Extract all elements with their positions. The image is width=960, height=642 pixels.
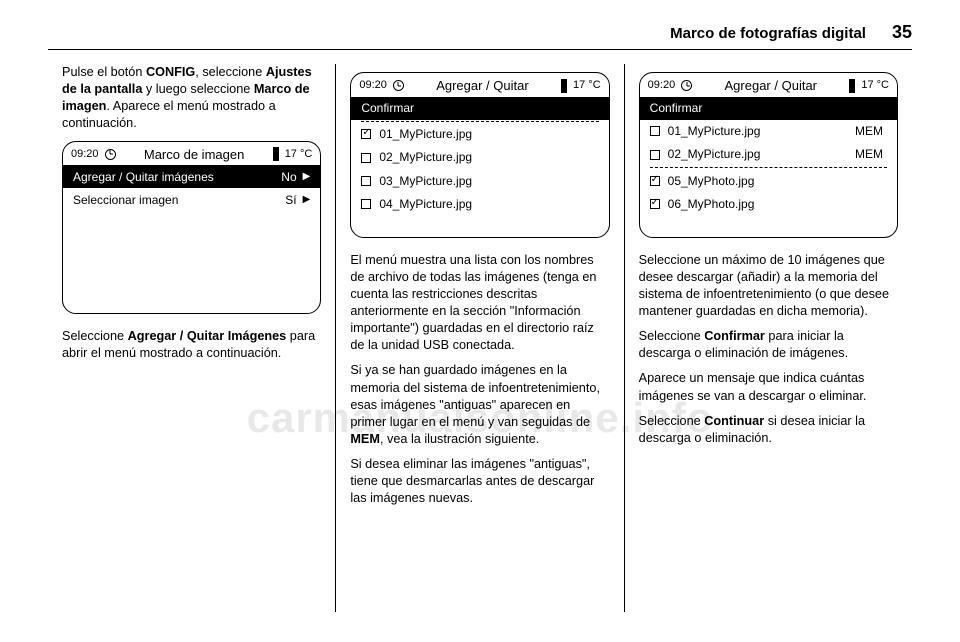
content-columns: Pulse el botón CONFIG, seleccione Ajuste… bbox=[48, 64, 912, 612]
col3-paragraph-1: Seleccione un máximo de 10 imágenes que … bbox=[639, 252, 898, 321]
ss2-topbar: 09:20 Agregar / Quitar 17 °C bbox=[351, 73, 608, 97]
file-list-item: 01_MyPicture.jpg bbox=[351, 123, 608, 146]
col2-paragraph-2: Si ya se han guardado imágenes en la mem… bbox=[350, 362, 609, 448]
col1-paragraph-1: Pulse el botón CONFIG, seleccione Ajuste… bbox=[62, 64, 321, 133]
file-name: 01_MyPicture.jpg bbox=[668, 123, 855, 139]
clock-icon bbox=[105, 149, 116, 160]
column-1: Pulse el botón CONFIG, seleccione Ajuste… bbox=[48, 64, 335, 612]
file-name: 04_MyPicture.jpg bbox=[379, 196, 598, 212]
file-name: 01_MyPicture.jpg bbox=[379, 126, 598, 142]
ss2-title: Agregar / Quitar bbox=[410, 77, 555, 95]
checkbox-icon bbox=[361, 176, 371, 186]
col3-paragraph-2: Seleccione Confirmar para iniciar la des… bbox=[639, 328, 898, 362]
checkbox-icon bbox=[361, 199, 371, 209]
file-name: 03_MyPicture.jpg bbox=[379, 173, 598, 189]
col1-paragraph-2: Seleccione Agregar / Quitar Imágenes par… bbox=[62, 328, 321, 362]
clock-icon bbox=[393, 80, 404, 91]
file-list-item: 04_MyPicture.jpg bbox=[351, 192, 608, 215]
thermometer-icon bbox=[849, 79, 855, 93]
mem-tag: MEM bbox=[855, 146, 887, 162]
screenshot-agregar-quitar-usb: 09:20 Agregar / Quitar 17 °C Confirmar 0… bbox=[350, 72, 609, 238]
ss1-title: Marco de imagen bbox=[122, 146, 267, 164]
thermometer-icon bbox=[561, 79, 567, 93]
col2-paragraph-3: Si desea eliminar las imágenes "antiguas… bbox=[350, 456, 609, 507]
file-list-item: 01_MyPicture.jpgMEM bbox=[640, 120, 897, 143]
file-list-item: 05_MyPhoto.jpg bbox=[640, 169, 897, 192]
ss2-time: 09:20 bbox=[359, 78, 387, 93]
file-list-item: 02_MyPicture.jpgMEM bbox=[640, 143, 897, 166]
header-title: Marco de fotografías digital bbox=[670, 25, 866, 42]
chevron-right-icon: ▶ bbox=[303, 170, 311, 184]
ss1-temp: 17 °C bbox=[285, 147, 313, 162]
file-name: 05_MyPhoto.jpg bbox=[668, 173, 887, 189]
ss1-topbar: 09:20 Marco de imagen 17 °C bbox=[63, 142, 320, 166]
col3-paragraph-3: Aparece un mensaje que indica cuántas im… bbox=[639, 370, 898, 404]
file-list-item: 03_MyPicture.jpg bbox=[351, 169, 608, 192]
file-name: 06_MyPhoto.jpg bbox=[668, 196, 887, 212]
ss3-title: Agregar / Quitar bbox=[698, 77, 843, 95]
mem-tag: MEM bbox=[855, 123, 887, 139]
file-name: 02_MyPicture.jpg bbox=[379, 149, 598, 165]
file-list-item: 06_MyPhoto.jpg bbox=[640, 192, 897, 215]
clock-icon bbox=[681, 80, 692, 91]
ss3-topbar: 09:20 Agregar / Quitar 17 °C bbox=[640, 73, 897, 97]
checkbox-icon bbox=[650, 150, 660, 160]
checkbox-icon bbox=[650, 176, 660, 186]
checkbox-icon bbox=[650, 126, 660, 136]
checkbox-icon bbox=[361, 153, 371, 163]
manual-page: Marco de fotografías digital 35 Pulse el… bbox=[0, 0, 960, 642]
checkbox-icon bbox=[650, 199, 660, 209]
col2-paragraph-1: El menú muestra una lista con los nombre… bbox=[350, 252, 609, 355]
list-divider bbox=[650, 167, 887, 168]
column-3: 09:20 Agregar / Quitar 17 °C Confirmar 0… bbox=[624, 64, 912, 612]
column-2: 09:20 Agregar / Quitar 17 °C Confirmar 0… bbox=[335, 64, 623, 612]
screenshot-marco-de-imagen: 09:20 Marco de imagen 17 °C Agregar / Qu… bbox=[62, 141, 321, 315]
ss3-temp: 17 °C bbox=[861, 78, 889, 93]
ss1-body: Agregar / Quitar imágenes No ▶ Seleccion… bbox=[63, 165, 320, 313]
ss2-divider bbox=[361, 121, 598, 122]
header-page-number: 35 bbox=[892, 22, 912, 43]
file-name: 02_MyPicture.jpg bbox=[668, 146, 855, 162]
file-list-item: 02_MyPicture.jpg bbox=[351, 146, 608, 169]
thermometer-icon bbox=[273, 147, 279, 161]
ss1-row-agregar-quitar: Agregar / Quitar imágenes No ▶ bbox=[63, 165, 320, 188]
page-header: Marco de fotografías digital 35 bbox=[48, 22, 912, 50]
col3-paragraph-4: Seleccione Continuar si desea iniciar la… bbox=[639, 413, 898, 447]
checkbox-icon bbox=[361, 129, 371, 139]
ss2-body: Confirmar 01_MyPicture.jpg 02_MyPicture.j… bbox=[351, 97, 608, 237]
ss3-row-confirmar: Confirmar bbox=[640, 97, 897, 120]
ss2-temp: 17 °C bbox=[573, 78, 601, 93]
ss2-row-confirmar: Confirmar bbox=[351, 97, 608, 120]
ss1-time: 09:20 bbox=[71, 147, 99, 162]
screenshot-agregar-quitar-mem: 09:20 Agregar / Quitar 17 °C Confirmar 0… bbox=[639, 72, 898, 238]
ss3-body: Confirmar 01_MyPicture.jpgMEM02_MyPictur… bbox=[640, 97, 897, 237]
chevron-right-icon: ▶ bbox=[303, 193, 311, 207]
ss1-row-seleccionar: Seleccionar imagen Sí ▶ bbox=[63, 188, 320, 211]
ss3-time: 09:20 bbox=[648, 78, 676, 93]
